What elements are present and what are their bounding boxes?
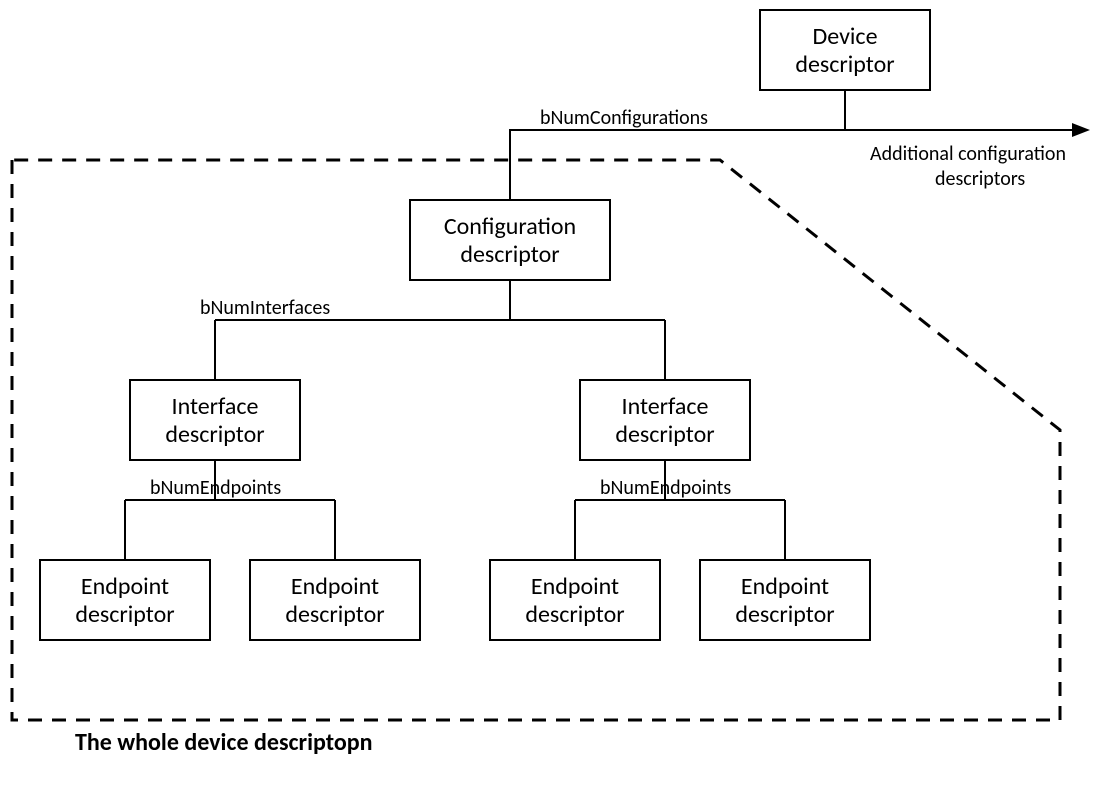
node-ep4-line1: Endpoint [741, 572, 829, 601]
additional-config-arrow [845, 123, 1090, 137]
node-device-line2: descriptor [795, 50, 894, 79]
node-iface2-line1: Interface [622, 392, 709, 421]
node-iface2: Interfacedescriptor [580, 380, 750, 460]
usb-descriptor-tree: DevicedescriptorConfigurationdescriptorI… [0, 0, 1104, 789]
node-iface1-line1: Interface [172, 392, 259, 421]
node-config-line2: descriptor [460, 240, 559, 269]
node-ep1-line1: Endpoint [81, 572, 169, 601]
node-ep3: Endpointdescriptor [490, 560, 660, 640]
caption-whole-device: The whole device descriptopn [75, 728, 373, 757]
node-device-line1: Device [812, 22, 877, 51]
node-ep2: Endpointdescriptor [250, 560, 420, 640]
node-ep4-line2: descriptor [735, 600, 834, 629]
node-ep4: Endpointdescriptor [700, 560, 870, 640]
node-config: Configurationdescriptor [410, 200, 610, 280]
node-ep1: Endpointdescriptor [40, 560, 210, 640]
node-iface2-line2: descriptor [615, 420, 714, 449]
node-ep3-line1: Endpoint [531, 572, 619, 601]
node-device: Devicedescriptor [760, 10, 930, 90]
node-config-line1: Configuration [444, 212, 576, 241]
label-additional-line2: descriptors [935, 167, 1025, 191]
label-bnumendpoints-2: bNumEndpoints [600, 476, 731, 500]
node-ep2-line1: Endpoint [291, 572, 379, 601]
label-additional-line1: Additional configuration [870, 142, 1066, 166]
node-iface1: Interfacedescriptor [130, 380, 300, 460]
node-iface1-line2: descriptor [165, 420, 264, 449]
label-bnuminterfaces: bNumInterfaces [200, 296, 330, 320]
label-bnumendpoints-1: bNumEndpoints [150, 476, 281, 500]
node-boxes: DevicedescriptorConfigurationdescriptorI… [40, 10, 930, 640]
label-bnumconfigurations: bNumConfigurations [540, 106, 708, 130]
node-ep3-line2: descriptor [525, 600, 624, 629]
node-ep2-line2: descriptor [285, 600, 384, 629]
node-ep1-line2: descriptor [75, 600, 174, 629]
